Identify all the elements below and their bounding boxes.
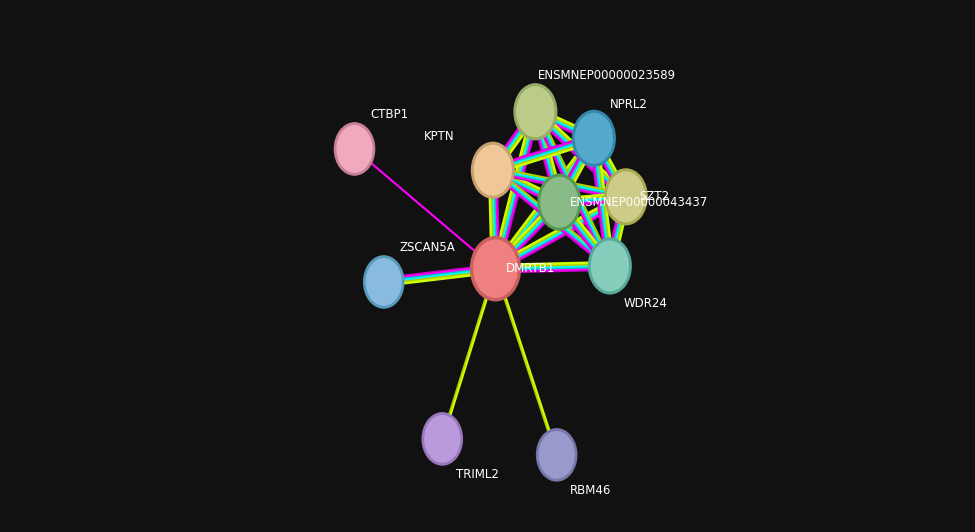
Ellipse shape <box>336 125 372 173</box>
Text: WDR24: WDR24 <box>623 297 667 310</box>
Ellipse shape <box>473 239 518 298</box>
Ellipse shape <box>540 177 578 228</box>
Ellipse shape <box>591 240 629 292</box>
Text: NPRL2: NPRL2 <box>609 98 647 111</box>
Ellipse shape <box>333 122 375 176</box>
Text: ENSMNEP00000043437: ENSMNEP00000043437 <box>570 196 708 209</box>
Ellipse shape <box>474 145 512 196</box>
Ellipse shape <box>574 113 613 164</box>
Ellipse shape <box>363 255 405 309</box>
Ellipse shape <box>572 110 616 167</box>
Ellipse shape <box>604 168 647 226</box>
Ellipse shape <box>470 236 522 302</box>
Ellipse shape <box>588 237 632 295</box>
Text: KPTN: KPTN <box>424 130 454 143</box>
Ellipse shape <box>606 171 645 222</box>
Ellipse shape <box>514 83 558 140</box>
Ellipse shape <box>516 86 555 137</box>
Ellipse shape <box>424 415 460 463</box>
Text: ENSMNEP00000023589: ENSMNEP00000023589 <box>538 70 677 82</box>
Ellipse shape <box>471 142 515 199</box>
Ellipse shape <box>537 173 581 231</box>
Text: RBM46: RBM46 <box>570 484 611 497</box>
Text: DMRTB1: DMRTB1 <box>506 262 556 275</box>
Text: SZT2: SZT2 <box>640 190 669 203</box>
Ellipse shape <box>536 428 577 481</box>
Ellipse shape <box>366 258 402 306</box>
Ellipse shape <box>421 412 463 466</box>
Ellipse shape <box>538 431 574 479</box>
Text: ZSCAN5A: ZSCAN5A <box>400 242 455 254</box>
Text: CTBP1: CTBP1 <box>370 109 409 121</box>
Text: TRIML2: TRIML2 <box>455 468 498 481</box>
